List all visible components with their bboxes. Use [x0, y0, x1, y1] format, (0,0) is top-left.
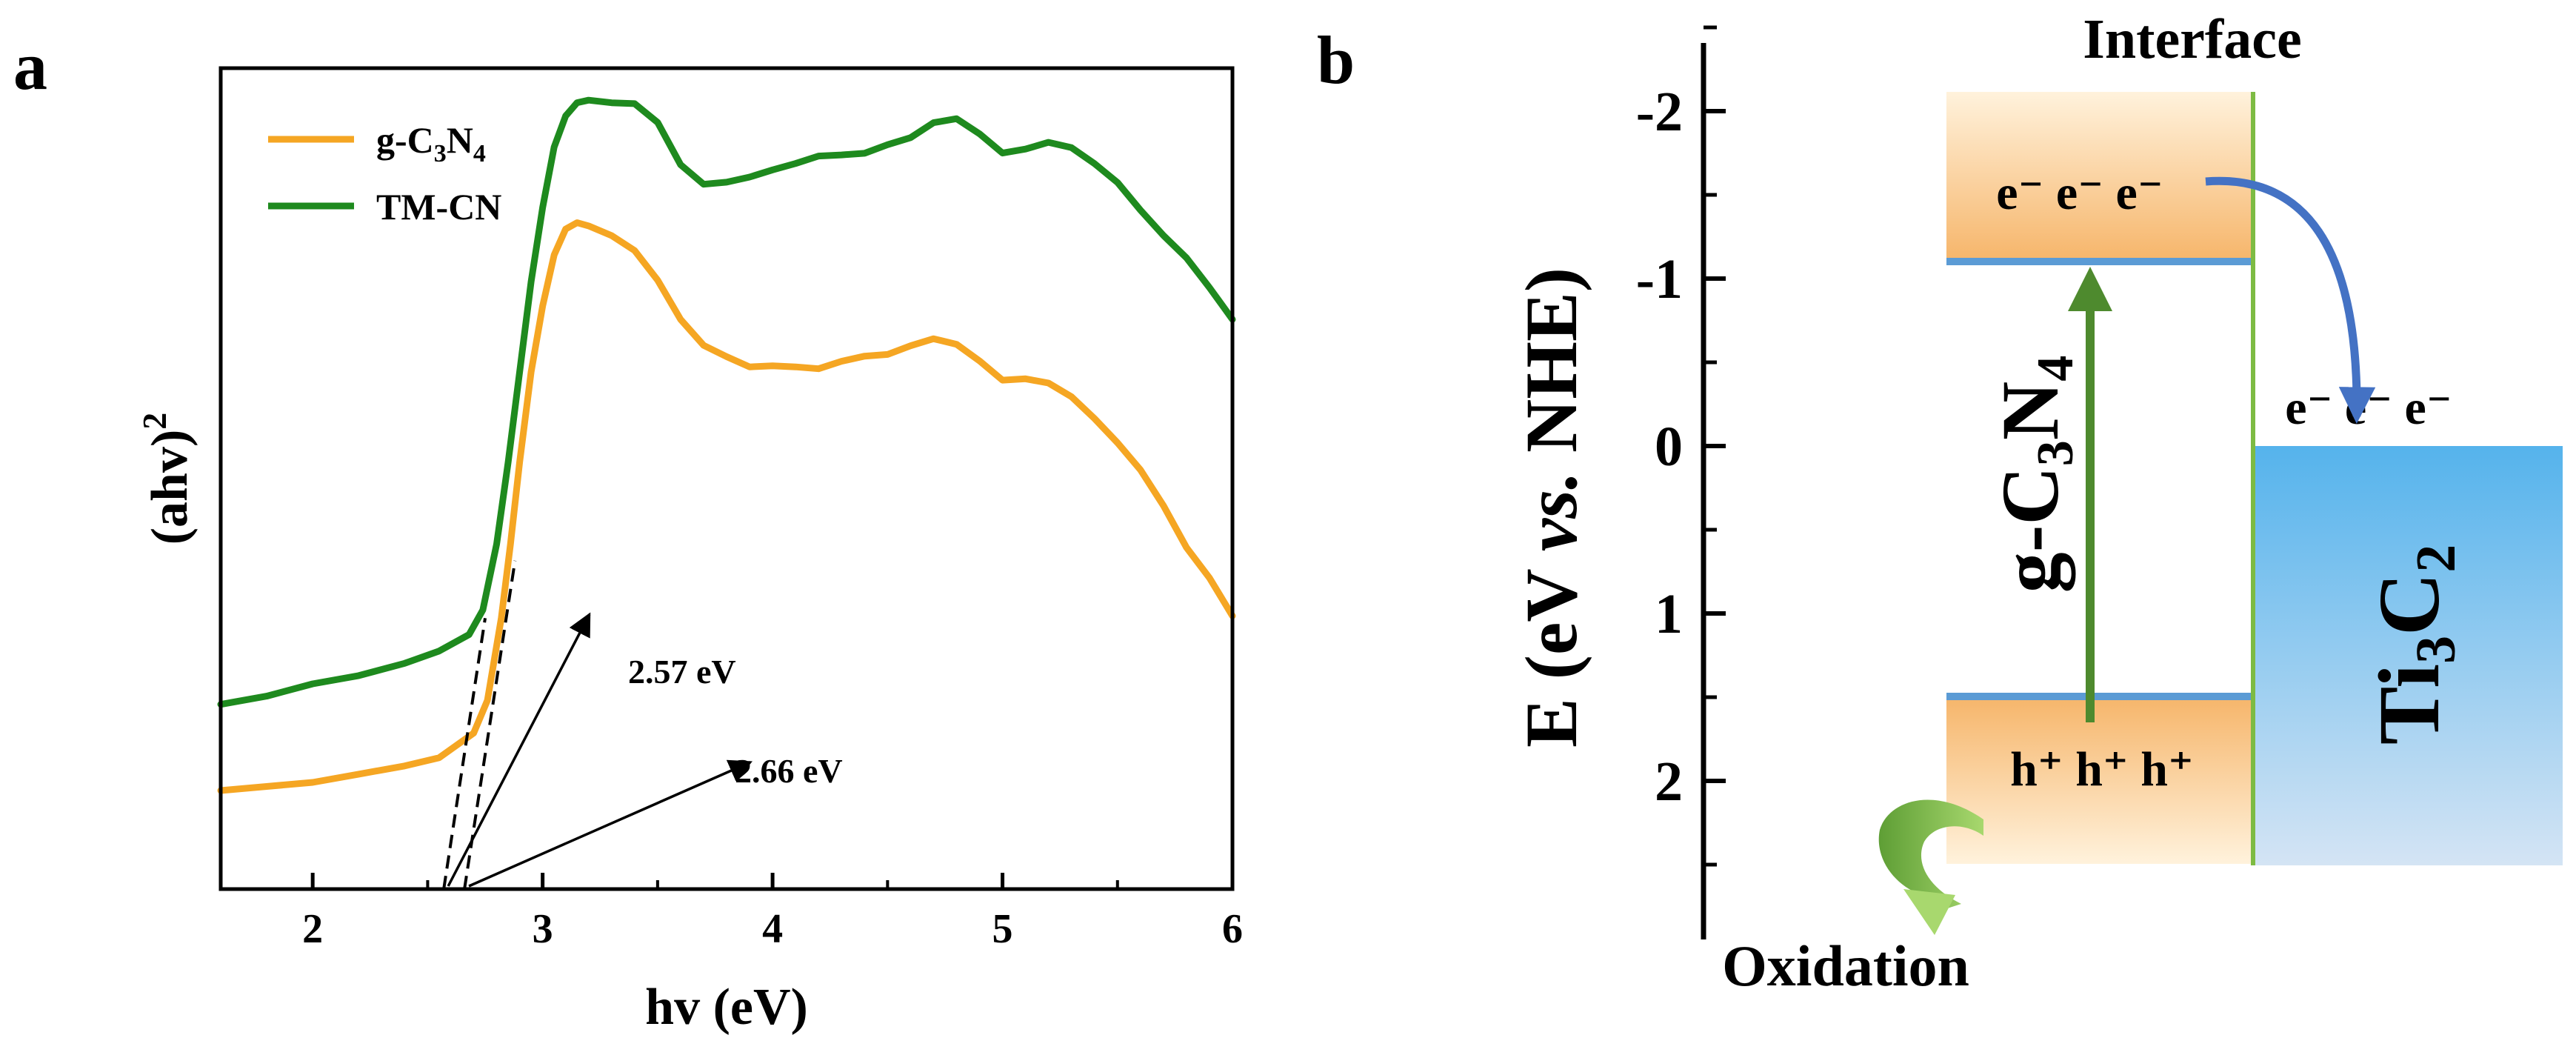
ti3c2-label-sub3: 3 — [2405, 636, 2467, 664]
energy-tick-label--2: -2 — [1636, 81, 1683, 143]
series-line-gcn — [217, 219, 1236, 794]
legend-label-tmcn: TM-CN — [376, 186, 501, 227]
energy-label-part3: NHE) — [1510, 267, 1592, 471]
x-tick-label-2: 2 — [302, 906, 323, 952]
y-axis-label-sup: 2 — [136, 413, 173, 430]
energy-tick-label--1: -1 — [1636, 248, 1683, 310]
series-line-tmcn — [217, 96, 1236, 708]
gcn-label-sub3: 3 — [2027, 440, 2084, 466]
gcn-label: g-C3N4 — [1985, 356, 2084, 593]
ti3c2-label-part1: Ti — [2360, 664, 2457, 745]
ti3c2-label: Ti3C2 — [2360, 545, 2467, 745]
energy-tick-label-0: 0 — [1655, 416, 1683, 478]
gcn-label-part-n: N — [1985, 382, 2075, 440]
energy-axis-label: E (eV vs. NHE) — [1510, 267, 1592, 748]
energy-tick-label-2: 2 — [1655, 751, 1683, 813]
energy-label-part1: E (eV — [1510, 551, 1592, 748]
legend-gcn-sub3: 3 — [434, 140, 447, 167]
oxidation-label: Oxidation — [1722, 934, 1969, 998]
y-axis-label: (ahv)2 — [136, 413, 198, 545]
gcn-conduction-band — [1946, 92, 2253, 262]
annotation-arrow-1 — [447, 612, 591, 887]
legend-label-gcn: g-C3N4 — [376, 119, 486, 167]
plot-area — [217, 96, 1236, 794]
electron-transfer-arrow — [2205, 176, 2376, 424]
x-tick-label-6: 6 — [1222, 906, 1243, 952]
legend: g-C3N4 TM-CN — [268, 119, 501, 227]
legend-gcn-sub4: 4 — [473, 140, 486, 167]
tangent-annotations: 2.57 eV 2.66 eV — [442, 560, 843, 890]
gcn-electrons: e⁻ e⁻ e⁻ — [1996, 166, 2163, 220]
tangent-line-2 — [463, 560, 517, 890]
plot-frame — [218, 66, 1235, 891]
oxidation-arrow — [1878, 799, 1983, 935]
legend-gcn-part1: g-C — [376, 119, 434, 161]
x-tick-label-3: 3 — [533, 906, 553, 952]
interface-label: Interface — [2083, 8, 2301, 70]
annotation-2-66: 2.66 eV — [735, 752, 843, 790]
x-axis-label: hv (eV) — [645, 979, 808, 1036]
x-axis-ticks: 2 3 4 5 6 — [302, 873, 1243, 952]
ti3c2-electrons: e⁻ e⁻ e⁻ — [2285, 381, 2452, 435]
annotation-arrow-2 — [468, 759, 753, 888]
ti3c2-label-part-c: C — [2360, 573, 2457, 636]
ti3c2-label-sub2: 2 — [2405, 545, 2467, 573]
energy-axis-ticks: -2 -1 0 1 2 — [1636, 25, 1726, 867]
energy-tick-label-1: 1 — [1655, 583, 1683, 645]
legend-gcn-part-n: N — [447, 119, 473, 161]
energy-label-vs: vs. — [1510, 471, 1592, 551]
x-tick-label-4: 4 — [762, 906, 783, 952]
tangent-line-1 — [442, 618, 487, 890]
gcn-holes: h⁺ h⁺ h⁺ — [2010, 742, 2194, 796]
panel-label-a: a — [13, 28, 47, 104]
annotation-2-57: 2.57 eV — [628, 653, 736, 691]
y-axis-label-main: (ahv) — [141, 430, 198, 545]
gcn-label-part1: g-C — [1985, 466, 2075, 593]
ti3c2-block — [2253, 446, 2563, 865]
gcn-label-sub4: 4 — [2027, 356, 2084, 382]
x-tick-label-5: 5 — [992, 906, 1013, 952]
gcn-valence-band — [1946, 696, 2253, 864]
panel-label-b: b — [1317, 22, 1355, 98]
